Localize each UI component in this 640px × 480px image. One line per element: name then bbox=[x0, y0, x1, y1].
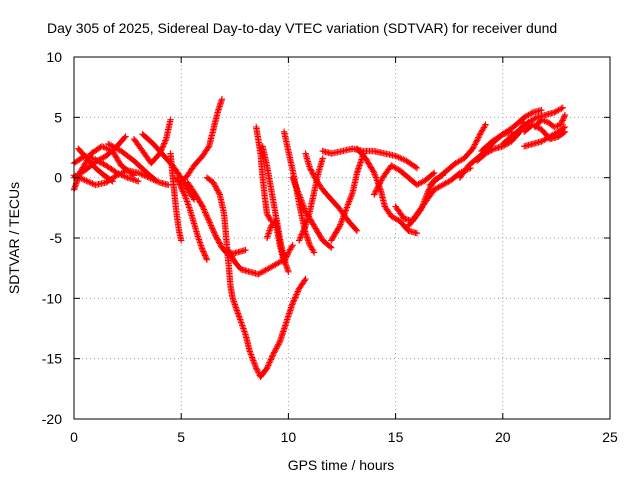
data-point-markers bbox=[173, 174, 211, 263]
y-tick-label: -10 bbox=[42, 290, 62, 306]
x-axis-label: GPS time / hours bbox=[288, 457, 395, 473]
series-17 bbox=[263, 217, 296, 266]
data-point-markers bbox=[225, 246, 288, 278]
series-35 bbox=[521, 121, 569, 143]
x-tick-label: 15 bbox=[388, 429, 404, 445]
series-32 bbox=[499, 104, 566, 148]
data-point-markers bbox=[478, 106, 545, 155]
x-tick-label: 10 bbox=[281, 429, 297, 445]
data-point-markers bbox=[295, 155, 326, 244]
series-28 bbox=[426, 121, 489, 189]
y-tick-label: 0 bbox=[54, 170, 62, 186]
x-tick-label: 0 bbox=[70, 429, 78, 445]
series-15 bbox=[253, 123, 275, 225]
x-axis-tick-labels: 0 5 10 15 20 25 bbox=[70, 429, 618, 445]
series-10 bbox=[173, 174, 211, 263]
data-point-markers bbox=[328, 150, 367, 244]
series-9 bbox=[167, 150, 185, 244]
data-point-markers bbox=[253, 123, 275, 225]
y-tick-label: -15 bbox=[42, 351, 62, 367]
y-tick-label: 5 bbox=[54, 109, 62, 125]
x-tick-label: 5 bbox=[177, 429, 185, 445]
axis-ticks bbox=[73, 56, 611, 420]
x-tick-label: 25 bbox=[602, 429, 618, 445]
series-25 bbox=[371, 162, 438, 198]
data-point-markers bbox=[521, 121, 569, 143]
series-20 bbox=[295, 155, 326, 244]
series-22 bbox=[328, 150, 367, 244]
data-point-markers bbox=[353, 145, 421, 237]
y-tick-label: -5 bbox=[50, 230, 63, 246]
data-point-markers bbox=[105, 140, 159, 184]
grid-lines bbox=[74, 57, 610, 419]
data-point-markers bbox=[499, 104, 566, 148]
series-13 bbox=[203, 174, 309, 380]
data-point-markers bbox=[167, 150, 185, 244]
chart-title: Day 305 of 2025, Sidereal Day-to-day VTE… bbox=[47, 20, 557, 36]
y-tick-label: 10 bbox=[46, 49, 62, 65]
series-24 bbox=[353, 145, 421, 237]
series-6 bbox=[105, 140, 159, 184]
data-point-markers bbox=[178, 96, 226, 186]
data-series bbox=[70, 96, 569, 380]
y-tick-label: -20 bbox=[42, 411, 62, 427]
data-point-markers bbox=[263, 217, 296, 266]
data-point-markers bbox=[371, 162, 438, 198]
y-axis-label: SDTVAR / TECUs bbox=[6, 182, 22, 294]
x-tick-label: 20 bbox=[495, 429, 511, 445]
series-12 bbox=[178, 96, 226, 186]
series-31 bbox=[478, 106, 545, 155]
series-14 bbox=[225, 246, 288, 278]
data-point-markers bbox=[203, 174, 309, 380]
y-axis-tick-labels: -20 -15 -10 -5 0 5 10 bbox=[42, 49, 62, 427]
data-point-markers bbox=[426, 121, 489, 189]
